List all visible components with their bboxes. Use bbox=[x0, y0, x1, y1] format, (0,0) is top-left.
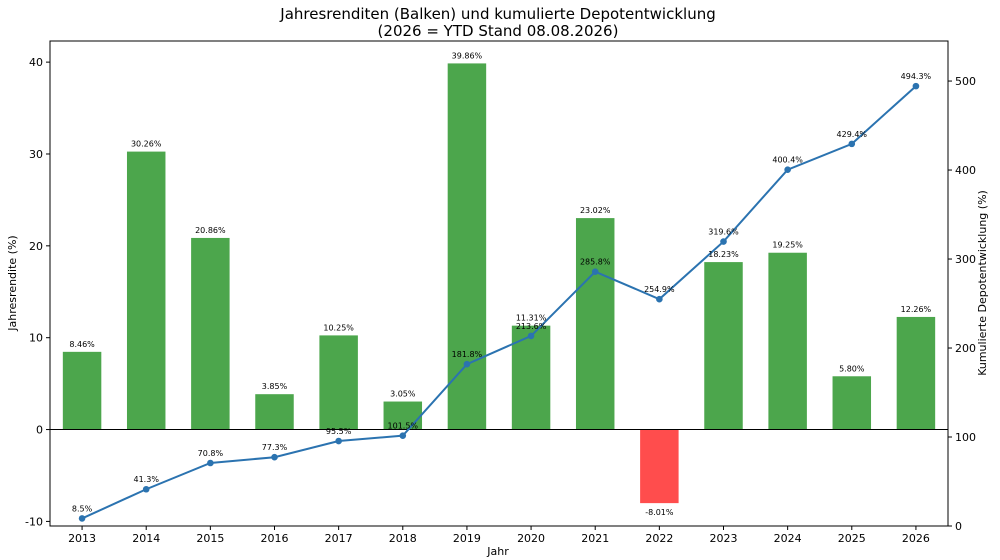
y2-tick-label: 500 bbox=[955, 75, 976, 88]
x-tick-label-2024: 2024 bbox=[774, 532, 802, 545]
line-point-2025 bbox=[848, 140, 856, 148]
x-tick-label-2026: 2026 bbox=[902, 532, 930, 545]
x-tick-label-2018: 2018 bbox=[389, 532, 417, 545]
y2-tick-label: 400 bbox=[955, 164, 976, 177]
x-tick-label-2016: 2016 bbox=[261, 532, 289, 545]
line-label-2026: 494.3% bbox=[901, 72, 932, 81]
x-tick-label-2013: 2013 bbox=[68, 532, 96, 545]
y-tick-label: 40 bbox=[29, 56, 43, 69]
y2-tick-label: 300 bbox=[955, 253, 976, 266]
bar-label-2013: 8.46% bbox=[69, 340, 95, 349]
line-point-2024 bbox=[784, 166, 791, 173]
line-label-2020: 213.6% bbox=[516, 322, 547, 331]
bar-2018 bbox=[383, 401, 423, 430]
bar-2022 bbox=[640, 429, 679, 504]
line-point-2013 bbox=[78, 515, 86, 522]
bar-2019 bbox=[447, 63, 487, 430]
bar-label-2023: 18.23% bbox=[708, 250, 739, 259]
bar-label-2021: 23.02% bbox=[580, 206, 611, 215]
bar-label-2026: 12.26% bbox=[901, 305, 932, 314]
line-label-2022: 254.9% bbox=[644, 285, 675, 294]
line-label-2014: 41.3% bbox=[134, 475, 160, 484]
bar-2021 bbox=[575, 218, 615, 430]
y-tick-label: 20 bbox=[29, 240, 43, 253]
line-point-2026 bbox=[912, 82, 920, 90]
line-point-2020 bbox=[527, 332, 535, 340]
cumulative-line bbox=[81, 85, 917, 520]
bar-label-2015: 20.86% bbox=[195, 226, 226, 235]
line-point-2019 bbox=[463, 360, 471, 368]
y2-tick-label: 100 bbox=[955, 431, 976, 444]
bar-label-2016: 3.85% bbox=[262, 382, 288, 391]
line-label-2024: 400.4% bbox=[772, 156, 803, 165]
line-label-2017: 95.5% bbox=[326, 427, 352, 436]
y2-tick-label: 0 bbox=[955, 520, 962, 533]
x-tick-label-2021: 2021 bbox=[581, 532, 609, 545]
bar-label-2020: 11.31% bbox=[516, 314, 547, 323]
line-point-2015 bbox=[207, 459, 214, 467]
x-tick-label-2014: 2014 bbox=[132, 532, 160, 545]
line-point-2016 bbox=[271, 453, 278, 461]
line-label-2013: 8.5% bbox=[72, 504, 93, 513]
line-point-2017 bbox=[335, 437, 342, 445]
x-tick-label-2020: 2020 bbox=[517, 532, 545, 545]
bar-2024 bbox=[768, 252, 807, 430]
bar-label-2018: 3.05% bbox=[390, 390, 416, 399]
line-label-2015: 70.8% bbox=[198, 449, 224, 458]
plot-frame bbox=[49, 40, 949, 527]
y-tick-label: 10 bbox=[29, 332, 43, 345]
x-tick-label-2017: 2017 bbox=[325, 532, 353, 545]
y-tick-label: -10 bbox=[25, 515, 43, 528]
line-point-2018 bbox=[399, 432, 407, 439]
bar-label-2017: 10.25% bbox=[323, 323, 354, 332]
bar-2017 bbox=[319, 335, 358, 430]
line-label-2016: 77.3% bbox=[262, 443, 288, 452]
x-tick-label-2019: 2019 bbox=[453, 532, 481, 545]
line-label-2019: 181.8% bbox=[452, 350, 483, 359]
line-label-2025: 429.4% bbox=[837, 130, 868, 139]
bar-2025 bbox=[832, 376, 872, 430]
bar-label-2014: 30.26% bbox=[131, 140, 162, 149]
line-point-2023 bbox=[720, 238, 727, 245]
bar-label-2024: 19.25% bbox=[772, 241, 803, 250]
line-point-2014 bbox=[142, 485, 150, 493]
y-tick-label: 30 bbox=[29, 148, 43, 161]
x-tick-label-2015: 2015 bbox=[196, 532, 224, 545]
bar-2015 bbox=[191, 237, 230, 430]
bar-label-2019: 39.86% bbox=[452, 51, 483, 60]
bar-label-2022: -8.01% bbox=[645, 508, 674, 517]
y2-axis-label: Kumulierte Depotentwicklung (%) bbox=[976, 190, 989, 376]
line-label-2018: 101.5% bbox=[388, 422, 419, 431]
x-tick-label-2025: 2025 bbox=[838, 532, 866, 545]
line-point-2021 bbox=[591, 268, 599, 275]
plot-area: 8.46% 30.26% 20.86% 3.85% 10.25% 3.05% 39.86% 1… bbox=[25, 40, 976, 545]
x-axis-label: Jahr bbox=[486, 545, 509, 558]
bar-2013 bbox=[62, 351, 102, 430]
y-axis-label: Jahresrendite (%) bbox=[6, 235, 19, 331]
bar-2020 bbox=[511, 325, 551, 430]
line-label-2023: 319.6% bbox=[708, 228, 739, 237]
x-tick-label-2022: 2022 bbox=[645, 532, 673, 545]
bar-2026 bbox=[896, 316, 936, 430]
line-point-2022 bbox=[656, 295, 663, 303]
x-tick-label-2023: 2023 bbox=[710, 532, 738, 545]
bar-label-2025: 5.80% bbox=[839, 364, 865, 373]
y-tick-label: 0 bbox=[36, 424, 43, 437]
bar-2016 bbox=[255, 394, 294, 430]
y2-tick-label: 200 bbox=[955, 342, 976, 355]
bar-2014 bbox=[126, 151, 166, 430]
chart-subtitle: (2026 = YTD Stand 08.08.2026) bbox=[378, 22, 619, 40]
bar-2023 bbox=[704, 262, 743, 430]
chart-title: Jahresrenditen (Balken) und kumulierte D… bbox=[279, 5, 715, 23]
line-label-2021: 285.8% bbox=[580, 258, 611, 267]
